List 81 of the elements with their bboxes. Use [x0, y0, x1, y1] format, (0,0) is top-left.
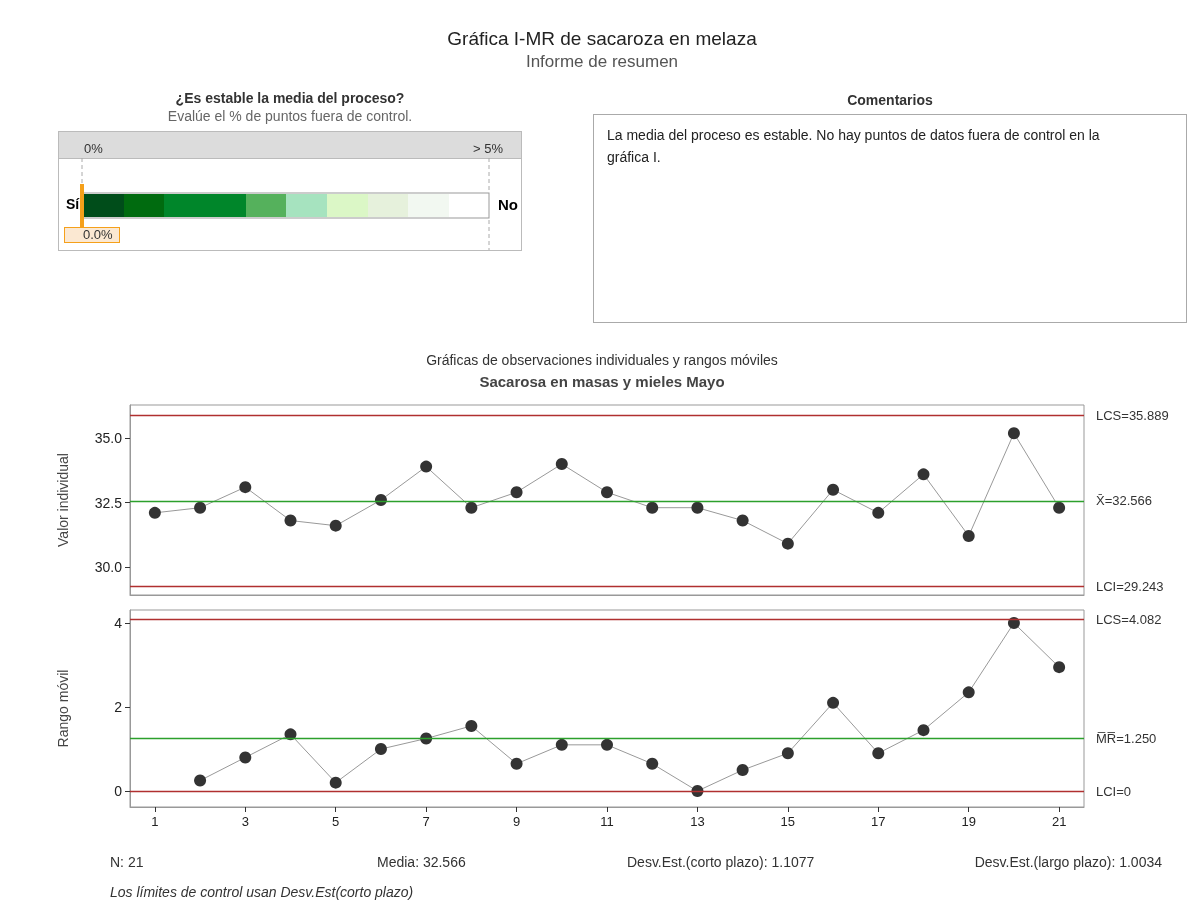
point	[194, 501, 207, 514]
text: N: 21	[110, 854, 144, 870]
point	[239, 751, 252, 764]
point	[601, 738, 613, 751]
y-tick-label: 30.0	[94, 558, 123, 575]
point	[329, 776, 342, 789]
point	[555, 738, 568, 751]
point	[194, 774, 207, 787]
point	[917, 468, 930, 481]
point	[827, 483, 840, 496]
x-tick-label: 21	[1051, 814, 1067, 829]
point	[284, 728, 297, 741]
point	[917, 724, 930, 737]
x-tick-label: 11	[600, 814, 614, 829]
text: Evalúe el % de puntos fuera de control.	[166, 108, 414, 124]
point	[148, 506, 161, 519]
text: Informe de resumen	[524, 52, 680, 72]
point	[329, 519, 342, 532]
point	[1053, 661, 1066, 674]
point	[646, 501, 659, 514]
x-tick-label: 15	[780, 814, 796, 829]
x-tick-label: 19	[961, 814, 976, 829]
ref-line-label: LCS=35.889	[1096, 408, 1169, 424]
point	[239, 481, 252, 494]
text: 0%	[84, 141, 103, 156]
point	[465, 501, 478, 514]
point	[646, 757, 659, 770]
chart-title: Gráficas de observaciones individuales y rangos móviles	[425, 352, 779, 368]
point	[962, 686, 975, 699]
y-axis-title: Valor individual	[55, 453, 71, 547]
text: La media del proceso es estable. No hay puntos de datos fuera de control en la gráfica I.	[607, 126, 1101, 167]
point	[420, 460, 433, 473]
y-tick-label: 4	[114, 615, 123, 632]
text: Media: 32.566	[377, 854, 466, 870]
ref-line-label: LCS=4.082	[1096, 612, 1162, 628]
y-tick-label: 0	[114, 783, 123, 800]
text: Los límites de control usan Desv.Est(corto plazo)	[110, 884, 414, 900]
ref-line-label: M̅R̅=1.250	[1096, 731, 1157, 747]
ref-line-label: LCI=29.243	[1096, 578, 1164, 594]
point	[510, 757, 523, 770]
chart-subtitle: Sacarosa en masas y mieles Mayo	[478, 373, 726, 390]
text: > 5%	[473, 141, 503, 156]
ref-line-label: X̄=32.566	[1096, 493, 1153, 509]
text: Desv.Est.(largo plazo): 1.0034	[974, 854, 1162, 870]
text: Desv.Est.(corto plazo): 1.1077	[627, 854, 815, 870]
point	[827, 696, 840, 709]
text: Comentarios	[846, 92, 934, 108]
text: ¿Es estable la media del proceso?	[174, 90, 406, 106]
point	[872, 747, 885, 760]
point	[1053, 501, 1066, 514]
y-tick-label: 2	[114, 699, 123, 716]
point	[374, 743, 387, 756]
text: No	[498, 196, 518, 213]
x-tick-label: 13	[690, 814, 705, 829]
ref-line-label: LCI=0	[1096, 783, 1132, 799]
x-tick-label: 1	[151, 814, 159, 829]
point	[962, 529, 975, 542]
point	[601, 486, 613, 499]
point	[1007, 617, 1020, 630]
point	[736, 764, 749, 777]
point	[781, 747, 794, 760]
point	[1007, 427, 1020, 440]
point	[284, 514, 297, 527]
point	[510, 486, 523, 499]
y-tick-label: 32.5	[94, 494, 123, 511]
point	[781, 537, 794, 550]
text: Sí	[66, 196, 80, 212]
y-tick-label: 35.0	[94, 430, 123, 447]
point	[691, 501, 704, 514]
x-tick-label: 17	[871, 814, 886, 829]
point	[736, 514, 749, 527]
point	[555, 458, 568, 471]
text: Gráfica I-MR de sacaroza en melaza	[446, 28, 758, 50]
x-tick-label: 5	[332, 814, 340, 829]
point	[872, 506, 885, 519]
x-tick-label: 9	[512, 814, 521, 829]
y-axis-title: Rango móvil	[55, 669, 71, 748]
value-box: 0.0%	[64, 227, 120, 243]
x-tick-label: 7	[422, 814, 430, 829]
x-tick-label: 3	[241, 814, 249, 829]
point	[465, 719, 478, 732]
